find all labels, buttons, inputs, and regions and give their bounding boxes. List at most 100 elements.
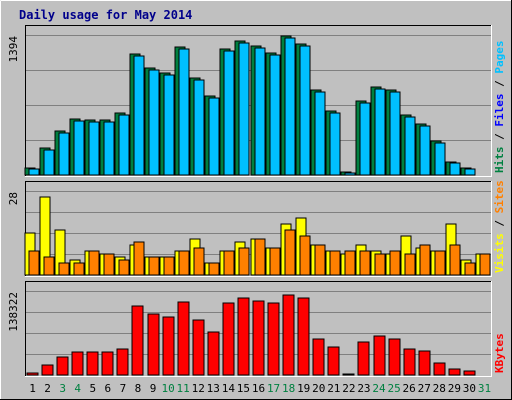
panel-visits-sites: 28 Visits / Sites: [7, 180, 506, 277]
bar-files-day-12: [193, 79, 205, 176]
bar-sites-day-11: [178, 250, 190, 276]
x-tick-label-day-27: 27: [418, 382, 431, 395]
series-sites: [28, 229, 491, 276]
bar-kbytes-day-24: [373, 335, 386, 376]
bar-files-day-2: [43, 149, 55, 176]
bar-sites-day-6: [103, 253, 115, 276]
bar-sites-day-17: [269, 247, 281, 276]
x-tick-label-day-29: 29: [448, 382, 461, 395]
bar-kbytes-day-1: [26, 372, 39, 376]
bar-sites-day-15: [238, 247, 250, 276]
bar-sites-day-4: [73, 262, 85, 276]
bar-kbytes-day-8: [131, 305, 144, 376]
bar-files-day-23: [359, 102, 371, 176]
bar-files-day-11: [178, 48, 190, 176]
bar-kbytes-day-11: [177, 301, 190, 376]
x-tick-label-day-1: 1: [29, 382, 36, 395]
bar-files-day-18: [284, 37, 296, 176]
bar-sites-day-3: [58, 262, 70, 276]
bar-kbytes-day-2: [41, 364, 54, 376]
bar-files-day-19: [299, 45, 311, 176]
bar-sites-day-16: [254, 238, 266, 276]
chart-title: Daily usage for May 2014: [19, 8, 192, 22]
bar-sites-day-24: [374, 253, 386, 276]
bar-sites-day-30: [464, 262, 476, 276]
bar-kbytes-day-7: [116, 348, 129, 376]
bar-sites-day-31: [479, 253, 491, 276]
bar-sites-day-20: [314, 244, 326, 276]
bar-kbytes-day-3: [56, 356, 69, 376]
series-label-/: /: [493, 127, 506, 147]
bar-kbytes-day-30: [463, 370, 476, 376]
bar-files-day-24: [374, 88, 386, 176]
x-tick-label-day-26: 26: [403, 382, 416, 395]
x-tick-label-day-8: 8: [135, 382, 142, 395]
bar-files-day-4: [73, 120, 85, 176]
x-tick-label-day-25: 25: [387, 382, 400, 395]
bar-sites-day-22: [344, 250, 356, 276]
bar-kbytes-day-18: [282, 294, 295, 376]
bar-files-day-6: [103, 121, 115, 176]
x-tick-label-day-11: 11: [177, 382, 190, 395]
bar-files-day-17: [269, 54, 281, 176]
x-tick-label-day-2: 2: [44, 382, 51, 395]
series-label-hits: Hits: [493, 147, 506, 174]
bar-sites-day-1: [28, 250, 40, 276]
bar-files-day-28: [434, 142, 446, 176]
bar-files-day-8: [133, 55, 145, 176]
bar-kbytes-day-5: [86, 351, 99, 376]
bar-kbytes-day-19: [297, 297, 310, 376]
x-tick-label-day-21: 21: [327, 382, 340, 395]
x-tick-label-day-15: 15: [237, 382, 250, 395]
panel-max-label: 1394: [7, 36, 20, 63]
x-tick-label-day-10: 10: [161, 382, 174, 395]
bar-kbytes-day-17: [267, 302, 280, 376]
bar-kbytes-day-15: [237, 297, 250, 376]
bar-files-day-15: [238, 42, 250, 176]
bar-sites-day-2: [43, 256, 55, 276]
x-tick-label-day-24: 24: [372, 382, 386, 395]
bar-sites-day-29: [449, 244, 461, 276]
bar-sites-day-25: [389, 250, 401, 276]
bar-kbytes-day-20: [312, 338, 325, 376]
x-tick-label-day-5: 5: [89, 382, 96, 395]
panel-kbytes: 138322 KBytes: [7, 281, 506, 377]
panel-series-labels: KBytes: [493, 333, 506, 373]
x-axis-day-labels: 1 2 3 4 5 6 7 8 9 10 11 12 13 14 15 16 17 18 19 20 21 22 23 24 2…: [29, 382, 491, 395]
x-tick-label-day-20: 20: [312, 382, 325, 395]
series-kbytes: [26, 294, 476, 376]
bar-kbytes-day-16: [252, 300, 265, 376]
x-tick-label-day-13: 13: [207, 382, 220, 395]
bar-files-day-25: [389, 91, 401, 176]
bar-kbytes-day-27: [418, 350, 431, 376]
series-label-files: Files: [493, 94, 506, 127]
bar-files-day-27: [419, 125, 431, 176]
bar-kbytes-day-13: [207, 331, 220, 376]
x-tick-label-day-9: 9: [150, 382, 157, 395]
x-tick-label-day-7: 7: [120, 382, 127, 395]
bar-sites-day-19: [299, 235, 311, 276]
bar-files-day-5: [88, 121, 100, 176]
bar-files-day-30: [464, 168, 476, 176]
bar-files-day-7: [118, 114, 130, 176]
bar-files-day-14: [223, 50, 235, 176]
bar-files-day-1: [28, 168, 40, 176]
bar-files-day-20: [314, 91, 326, 176]
x-tick-label-day-17: 17: [267, 382, 280, 395]
x-tick-label-day-14: 14: [222, 382, 236, 395]
x-tick-label-day-3: 3: [59, 382, 66, 395]
bar-kbytes-day-26: [403, 348, 416, 376]
panel-series-labels: Hits / Files / Pages: [493, 41, 506, 174]
bar-sites-day-23: [359, 250, 371, 276]
chart-panels: 1394 Hits / Files / Pages 28 Visits / Sites…: [7, 25, 506, 377]
bar-files-day-3: [58, 132, 70, 176]
bar-sites-day-10: [163, 256, 175, 276]
series-label-/: /: [493, 74, 506, 94]
x-tick-label-day-30: 30: [463, 382, 476, 395]
x-tick-label-day-18: 18: [282, 382, 295, 395]
series-label-sites: Sites: [493, 180, 506, 213]
bar-files-day-9: [148, 69, 160, 176]
bar-sites-day-28: [434, 250, 446, 276]
x-tick-label-day-6: 6: [105, 382, 112, 395]
